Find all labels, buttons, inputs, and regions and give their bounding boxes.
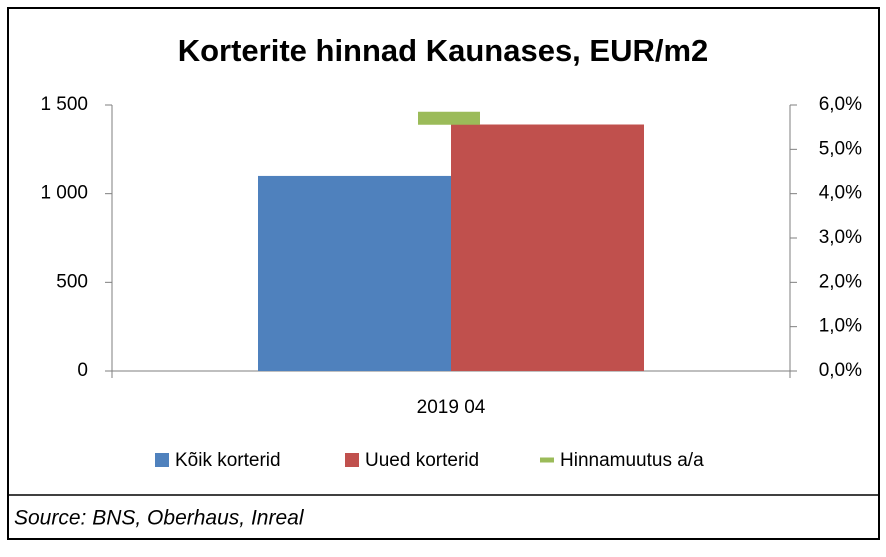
y2-tick-label: 4,0%	[819, 183, 862, 204]
y-tick-label: 1 500	[40, 94, 88, 115]
y-tick-label: 500	[56, 271, 88, 292]
bar	[258, 175, 451, 371]
bar	[451, 124, 644, 371]
chart-title: Korterite hinnad Kaunases, EUR/m2	[178, 33, 709, 68]
y-tick-label: 0	[77, 360, 88, 381]
x-tick-label: 2019 04	[417, 397, 486, 418]
legend-swatch	[155, 453, 169, 467]
y2-tick-label: 5,0%	[819, 138, 862, 159]
y2-tick-label: 1,0%	[819, 316, 862, 337]
legend-label: Kõik korterid	[175, 450, 281, 471]
source-note: Source: BNS, Oberhaus, Inreal	[14, 507, 305, 530]
y-tick-label: 1 000	[40, 183, 88, 204]
y2-tick-label: 2,0%	[819, 271, 862, 292]
y2-tick-label: 0,0%	[819, 360, 862, 381]
y2-tick-label: 6,0%	[819, 94, 862, 115]
y2-tick-label: 3,0%	[819, 227, 862, 248]
legend-label: Uued korterid	[365, 450, 479, 471]
legend-label: Hinnamuutus a/a	[560, 450, 704, 471]
legend-swatch	[345, 453, 359, 467]
